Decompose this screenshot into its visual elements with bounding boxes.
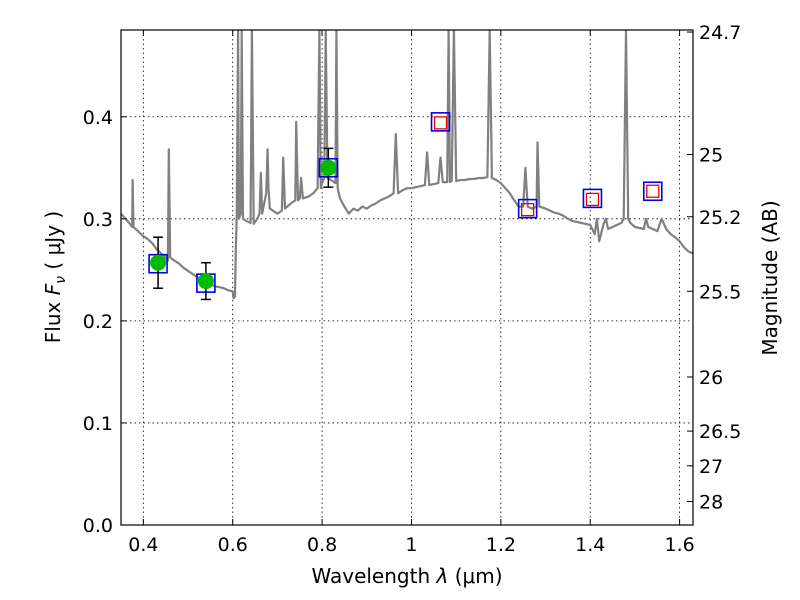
upper-limit-marker (521, 202, 535, 217)
x-tick-label: 1.2 (486, 534, 516, 556)
y-tick-label: 0.4 (83, 107, 113, 129)
measured-point (197, 273, 214, 290)
y2-tick-label: 25 (699, 145, 723, 167)
photometry-points (148, 112, 663, 301)
y2-tick-label: 26.5 (699, 421, 741, 443)
y2-tick-label: 25.2 (699, 207, 741, 229)
x-tick-label: 1 (405, 534, 417, 556)
y2-tick-label: 26 (699, 367, 723, 389)
ticks: 0.4 0.6 0.8 1 1.2 1.4 1.6 0.0 0.1 0.2 0.3 0.4 24.7 25… (83, 22, 742, 556)
spectrum-line (121, 30, 693, 300)
x-tick-label: 1.6 (664, 534, 694, 556)
upper-limit-marker (646, 184, 660, 198)
grid (121, 30, 693, 526)
model-band-marker (430, 112, 451, 132)
y2-tick-label: 28 (699, 492, 723, 514)
upper-limit-marker (585, 192, 600, 207)
model-band-marker (642, 181, 663, 202)
y2-axis-title: Magnitude (AB) (758, 200, 782, 355)
y-tick-label: 0.0 (83, 515, 113, 537)
y2-tick-label: 27 (699, 456, 723, 478)
x-tick-label: 0.8 (307, 534, 337, 556)
measured-point (320, 159, 337, 176)
y-tick-label: 0.3 (83, 209, 113, 231)
y-tick-label: 0.2 (83, 311, 113, 333)
upper-limit-marker (433, 116, 448, 130)
model-band-marker (582, 188, 603, 209)
y2-tick-label: 25.5 (699, 281, 741, 303)
measured-point (150, 254, 167, 271)
x-tick-label: 1.4 (575, 534, 605, 556)
y2-tick-label: 24.7 (699, 22, 741, 44)
x-tick-label: 0.4 (128, 534, 158, 556)
x-axis-title: Wavelength λ (μm) (311, 564, 502, 588)
y-tick-label: 0.1 (83, 413, 113, 435)
y-axis-title: Flux Fν ( μJy ) (41, 211, 69, 343)
x-tick-label: 0.6 (218, 534, 248, 556)
spectrum-series (121, 30, 693, 300)
plot-frame (120, 29, 694, 526)
model-band-marker (517, 198, 538, 219)
